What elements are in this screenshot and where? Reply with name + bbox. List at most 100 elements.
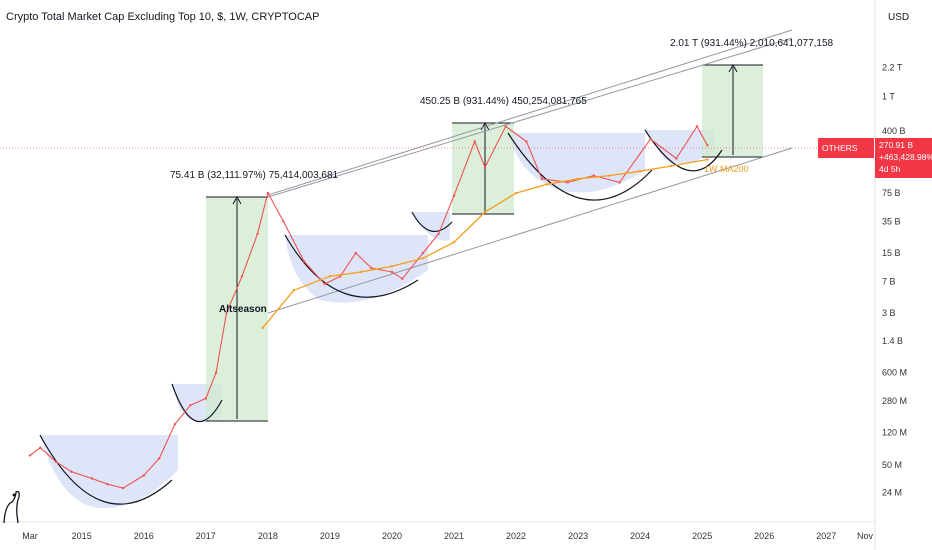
price-point	[339, 275, 342, 278]
price-point	[70, 470, 73, 473]
x-tick-label: 2016	[134, 531, 154, 541]
ma200-point	[514, 191, 518, 195]
x-axis-ticks: Mar 2015 2016 2017 2018 2019 2020 2021 2022 2023 2…	[22, 531, 873, 541]
y-tick-label: 1.4 B	[882, 336, 903, 346]
cup-region-2022	[508, 133, 645, 193]
y-tick-label: 15 B	[882, 248, 901, 258]
x-tick-label: 2021	[444, 531, 464, 541]
x-tick-label: 2019	[320, 531, 340, 541]
y-tick-label: 1 T	[882, 92, 895, 102]
price-point	[121, 486, 125, 490]
x-tick-label: 2015	[72, 531, 92, 541]
price-point	[54, 460, 58, 463]
price-badge: OTHERS 270.91 B +463,428.98% 4d 5h	[818, 138, 932, 178]
price-point	[452, 194, 456, 197]
ma200-point	[359, 270, 363, 274]
price-point	[173, 423, 176, 426]
annotation-2025-target: 2.01 T (931.44%) 2,010,641,077,158	[670, 38, 834, 49]
price-point	[90, 477, 94, 480]
x-tick-label: 2025	[692, 531, 712, 541]
x-tick-label: 2027	[816, 531, 836, 541]
x-tick-label: Nov	[857, 531, 874, 541]
badge-symbol: OTHERS	[822, 143, 858, 153]
price-point	[401, 277, 404, 280]
price-point	[525, 140, 528, 143]
ma200-point	[292, 289, 295, 292]
y-tick-label: 75 B	[882, 188, 901, 198]
price-series	[28, 125, 709, 490]
price-point	[370, 266, 373, 270]
y-tick-label: 400 B	[882, 126, 906, 136]
annotation-altseason-top: 75.41 B (32,111.97%) 75,414,003,681	[170, 170, 339, 181]
annotation-altseason: Altseason	[219, 304, 267, 315]
ma200-point	[328, 275, 332, 278]
price-point	[282, 220, 285, 223]
ma-series	[261, 158, 709, 330]
price-point	[106, 483, 109, 486]
price-point	[240, 275, 244, 278]
chart-title: Crypto Total Market Cap Excluding Top 10…	[6, 11, 319, 23]
price-point	[266, 191, 270, 195]
x-tick-label: 2022	[506, 531, 526, 541]
price-point	[158, 457, 161, 460]
price-point	[473, 140, 476, 143]
badge-countdown: 4d 5h	[879, 164, 901, 174]
price-point	[675, 157, 678, 160]
price-point	[504, 125, 507, 128]
ma200-point	[670, 164, 673, 168]
price-point	[437, 232, 440, 236]
price-point	[706, 144, 709, 147]
y-tick-label: 120 M	[882, 428, 907, 438]
y-tick-label: 2.2 T	[882, 62, 903, 72]
ma200-point	[607, 174, 611, 177]
price-point	[323, 282, 326, 286]
price-line	[29, 125, 708, 489]
price-point	[566, 181, 569, 184]
y-tick-label: 600 M	[882, 368, 907, 378]
price-point	[256, 232, 259, 236]
price-point	[225, 311, 228, 314]
price-point	[618, 181, 621, 184]
y-tick-label: 24 M	[882, 488, 902, 498]
price-point	[390, 270, 394, 274]
price-point	[483, 166, 487, 169]
cup-region-2014	[40, 435, 178, 509]
x-tick-label: 2018	[258, 531, 278, 541]
y-tick-label: 50 M	[882, 460, 902, 470]
ma200-point	[452, 241, 456, 244]
ma-label: 1W MA200	[704, 164, 749, 174]
price-point	[649, 137, 652, 141]
annotation-2021-top: 450.25 B (931.44%) 450,254,081,765	[420, 96, 587, 107]
ma200-point	[261, 326, 264, 330]
ma200-point	[390, 265, 394, 268]
channel-lower	[267, 147, 793, 314]
y-tick-label: 280 M	[882, 396, 907, 406]
price-point	[39, 446, 42, 449]
price-point	[540, 177, 544, 180]
x-tick-label: 2020	[382, 531, 402, 541]
x-tick-label: 2017	[196, 531, 216, 541]
ma200-point	[421, 257, 425, 260]
ma200-point	[545, 183, 549, 186]
x-tick-label: 2024	[630, 531, 650, 541]
cup-arcs	[39, 129, 723, 505]
cup-region-2021	[412, 212, 450, 241]
x-tick-label: 2026	[754, 531, 774, 541]
ma200-point	[576, 177, 580, 180]
tradingview-logo-icon[interactable]	[3, 490, 20, 524]
y-tick-label: 35 B	[882, 216, 901, 226]
price-point	[28, 454, 32, 457]
channel-lines	[267, 29, 793, 314]
cup-region-2024	[645, 130, 715, 164]
currency-label[interactable]: USD	[888, 12, 909, 23]
price-point	[142, 474, 145, 477]
channel-upper	[267, 29, 793, 196]
price-point	[592, 174, 595, 177]
x-tick-label: Mar	[22, 531, 38, 541]
price-point	[214, 371, 218, 374]
price-point	[421, 251, 425, 255]
cup-regions	[40, 130, 715, 509]
y-tick-label: 7 B	[882, 276, 896, 286]
cup-region-2018	[285, 235, 428, 303]
